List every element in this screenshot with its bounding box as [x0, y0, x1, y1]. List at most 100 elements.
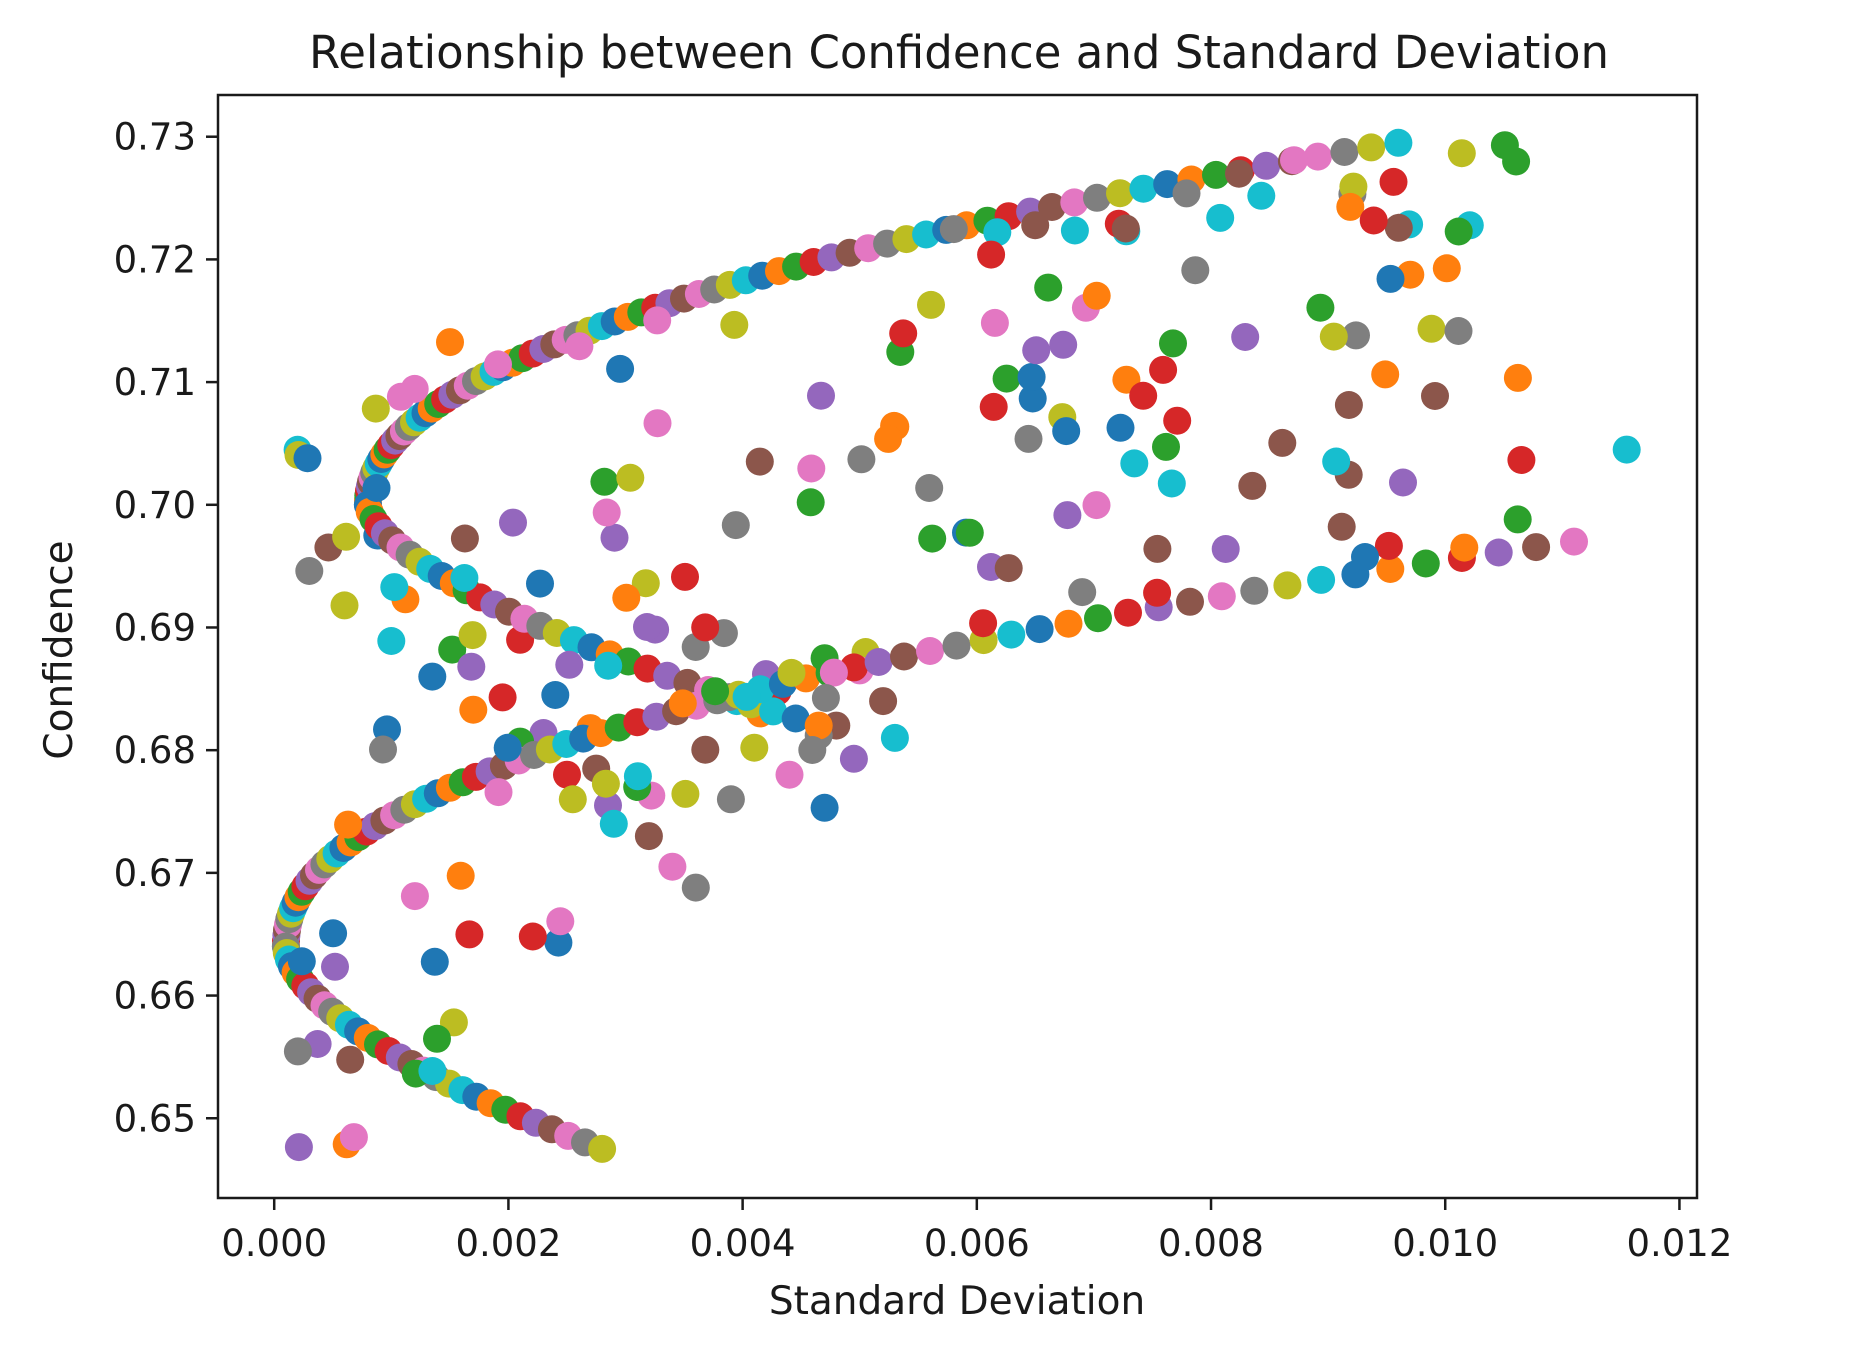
scatter-point — [839, 744, 868, 773]
scatter-point — [1327, 512, 1356, 541]
scatter-point — [811, 684, 840, 712]
scatter-point — [1060, 216, 1089, 245]
scatter-point — [1106, 179, 1134, 208]
scatter-point — [600, 523, 629, 552]
scatter-point — [1351, 543, 1379, 571]
scatter-point — [484, 350, 512, 379]
scatter-point — [493, 733, 522, 762]
scatter-point — [377, 627, 406, 655]
scatter-point — [864, 648, 893, 676]
scatter-point — [955, 518, 984, 547]
y-axis: 0.65 0.66 0.67 0.68 0.69 0.70 0.71 0.72 0.73 — [114, 116, 218, 1140]
y-axis-label: Confidence — [37, 540, 82, 759]
scatter-point — [807, 381, 835, 410]
scatter-point — [591, 769, 620, 798]
scatter-point — [1379, 167, 1408, 196]
scatter-point — [1240, 576, 1269, 605]
scatter-point — [400, 882, 429, 911]
scatter-point — [321, 952, 349, 981]
scatter-point — [1411, 549, 1440, 578]
scatter-point — [1053, 501, 1082, 530]
scatter-point — [869, 687, 898, 716]
scatter-point — [942, 631, 971, 660]
x-axis-label: Standard Deviation — [769, 1279, 1145, 1324]
scatter-point — [1376, 555, 1405, 583]
scatter-point — [1384, 213, 1413, 242]
scatter-point — [810, 793, 839, 822]
scatter-point — [1334, 391, 1363, 419]
scatter-point — [681, 873, 710, 902]
scatter-point — [918, 524, 947, 553]
scatter-point — [436, 328, 464, 357]
scatter-point — [546, 907, 575, 936]
scatter-point — [1273, 571, 1302, 600]
scatter-point — [1049, 330, 1078, 359]
scatter-point — [1444, 217, 1473, 246]
x-tick-label: 0.006 — [924, 1222, 1030, 1265]
scatter-point — [506, 625, 535, 654]
scatter-point — [732, 682, 761, 711]
scatter-point — [1342, 321, 1370, 350]
x-axis: 0.000 0.002 0.004 0.006 0.008 0.010 0.012 — [221, 1198, 1732, 1265]
scatter-point — [1163, 406, 1192, 435]
scatter-point — [450, 564, 479, 592]
scatter-point — [1322, 447, 1351, 476]
scatter-point — [558, 785, 587, 814]
scatter-point — [1231, 323, 1260, 351]
scatter-point — [1114, 598, 1142, 627]
scatter-point — [915, 474, 944, 502]
scatter-point — [916, 637, 944, 665]
scatter-point — [1384, 128, 1413, 157]
scatter-point — [1319, 322, 1348, 351]
scatter-point — [1371, 360, 1400, 389]
scatter-point — [1503, 505, 1532, 534]
scatter-point — [283, 1037, 312, 1066]
scatter-point — [874, 424, 903, 453]
scatter-point — [1211, 535, 1240, 563]
scatter-point — [1507, 446, 1536, 474]
scatter-point — [332, 522, 361, 551]
scatter-point — [544, 928, 573, 957]
scatter-point — [484, 778, 513, 807]
scatter-point — [1417, 314, 1446, 343]
scatter-point — [671, 779, 700, 808]
scatter-point — [1252, 151, 1281, 180]
scatter-point — [1022, 336, 1051, 365]
x-tick-label: 0.000 — [221, 1222, 327, 1265]
scatter-point — [588, 1134, 617, 1163]
scatter-point — [616, 463, 645, 492]
scatter-point — [781, 704, 810, 733]
scatter-point — [330, 591, 359, 620]
scatter-point — [1143, 578, 1172, 607]
scatter-point — [1018, 384, 1047, 413]
scatter-point — [798, 736, 827, 764]
scatter-point — [457, 652, 486, 681]
scatter-point — [1484, 538, 1513, 567]
scatter-point — [459, 695, 488, 724]
scatter-point — [691, 613, 720, 642]
scatter-point — [1207, 582, 1236, 611]
scatter-point — [1025, 615, 1054, 644]
y-tick-label: 0.69 — [114, 606, 196, 649]
scatter-point — [1060, 188, 1089, 217]
scatter-point — [1106, 413, 1135, 442]
scatter-point — [336, 1045, 365, 1074]
scatter-point — [1336, 192, 1365, 221]
scatter-point — [1389, 468, 1417, 497]
scatter-point — [1421, 382, 1449, 410]
scatter-point — [400, 374, 429, 403]
chart-title: Relationship between Confidence and Stan… — [309, 26, 1609, 79]
scatter-point — [819, 658, 848, 687]
scatter-point — [1268, 428, 1297, 457]
scatter-point — [1120, 449, 1149, 478]
scatter-point — [1357, 133, 1386, 162]
y-tick-label: 0.70 — [114, 484, 196, 527]
scatter-point — [701, 677, 730, 706]
x-tick-label: 0.002 — [455, 1222, 561, 1265]
scatter-point — [939, 215, 968, 244]
scatter-point — [759, 697, 788, 726]
scatter-point — [1450, 533, 1479, 562]
scatter-point — [361, 394, 390, 423]
scatter-point — [1560, 527, 1588, 556]
scatter-point — [777, 658, 806, 687]
